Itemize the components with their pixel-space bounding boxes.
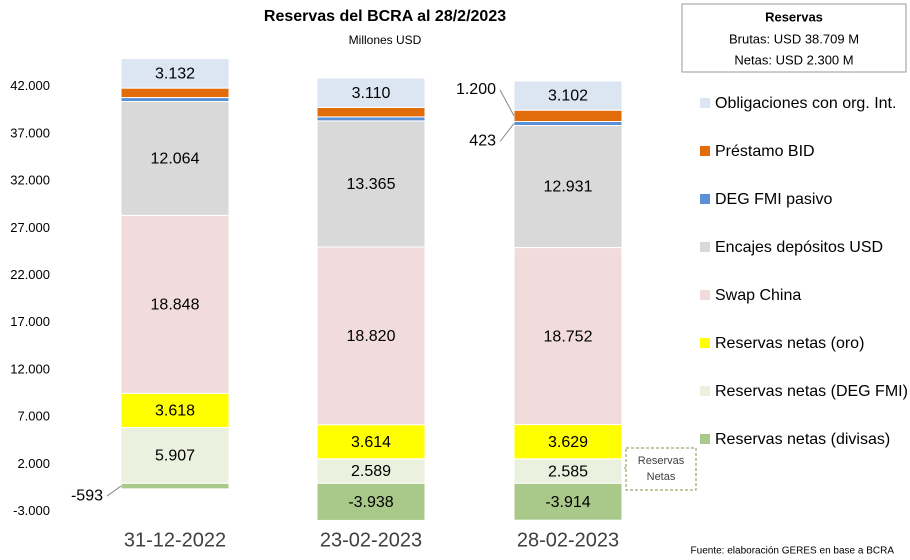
data-label: 2.589 (351, 463, 391, 480)
legend-label: Swap China (715, 287, 801, 304)
y-tick-label: 37.000 (10, 125, 50, 140)
bracket-box (625, 447, 697, 491)
bracket-label: Netas (647, 471, 676, 483)
bar-segment (316, 482, 426, 521)
bar-segment (120, 87, 230, 99)
data-label: 2.585 (548, 463, 588, 480)
x-tick-label: 23-02-2023 (320, 529, 422, 551)
legend-swatch (700, 98, 710, 108)
y-tick-label: 22.000 (10, 267, 50, 282)
chart-subtitle: Millones USD (349, 33, 422, 47)
y-tick-label: 12.000 (10, 361, 50, 376)
bar-segment (513, 109, 623, 122)
data-label: 18.820 (347, 328, 396, 345)
data-label: 5.907 (155, 448, 195, 465)
bar-segment (120, 101, 230, 216)
data-label: 18.752 (544, 328, 593, 345)
bar-segment (316, 246, 426, 426)
bar-segment (513, 80, 623, 111)
bar-segment (120, 214, 230, 394)
legend-label: Obligaciones con org. Int. (715, 95, 896, 112)
leader-line (499, 89, 515, 117)
data-label: -593 (71, 487, 103, 504)
bar-segment (316, 120, 426, 248)
data-label: 3.102 (548, 88, 588, 105)
bracket-label: Reservas (638, 455, 685, 467)
legend-swatch (700, 338, 710, 348)
data-label: 12.064 (151, 151, 200, 168)
bar-segment (513, 120, 623, 126)
legend-label: Préstamo BID (715, 143, 815, 160)
x-tick-label: 28-02-2023 (517, 529, 619, 551)
bar-segment (316, 458, 426, 484)
legend-label: Reservas netas (oro) (715, 335, 864, 352)
data-label: -3.938 (348, 494, 393, 511)
bar-segment (513, 247, 623, 426)
data-label: 13.365 (347, 176, 396, 193)
legend-swatch (700, 434, 710, 444)
bar-segment (120, 97, 230, 103)
legend-label: DEG FMI pasivo (715, 191, 832, 208)
data-label: 1.200 (456, 81, 496, 98)
info-line: Netas: USD 2.300 M (734, 52, 853, 67)
data-label: -3.914 (545, 494, 590, 511)
x-tick-label: 31-12-2022 (124, 529, 226, 551)
bar-segment (120, 392, 230, 428)
y-tick-label: 17.000 (10, 314, 50, 329)
bar-segment (120, 482, 230, 490)
legend-swatch (700, 146, 710, 156)
y-tick-label: -3.000 (13, 503, 50, 518)
chart-title: Reservas del BCRA al 28/2/2023 (264, 8, 506, 25)
bar-segment (513, 424, 623, 460)
data-label: 3.614 (351, 434, 391, 451)
bar-segment (513, 458, 623, 484)
info-title: Reservas (765, 9, 823, 24)
legend-swatch (700, 194, 710, 204)
legend-label: Reservas netas (DEG FMI) (715, 383, 908, 400)
data-label: 3.110 (352, 85, 391, 102)
data-label: 3.132 (155, 66, 195, 83)
data-label: 3.618 (155, 403, 195, 420)
bar-segment (513, 482, 623, 521)
leader-line (106, 485, 122, 497)
data-label: 3.629 (548, 434, 588, 451)
legend-label: Encajes depósitos USD (715, 239, 883, 256)
y-tick-label: 27.000 (10, 220, 50, 235)
legend-swatch (700, 386, 710, 396)
y-tick-label: 7.000 (17, 409, 50, 424)
bar-segment (316, 77, 426, 108)
legend-label: Reservas netas (divisas) (715, 431, 890, 448)
data-label: 12.931 (544, 179, 593, 196)
bar-segment (120, 58, 230, 89)
y-tick-label: 42.000 (10, 78, 50, 93)
legend-swatch (700, 242, 710, 252)
bar-segment (316, 116, 426, 122)
y-tick-label: 2.000 (17, 456, 50, 471)
legend-swatch (700, 290, 710, 300)
data-label: 18.848 (151, 297, 200, 314)
bar-segment (316, 106, 426, 118)
data-label: 423 (469, 133, 496, 150)
source-note: Fuente: elaboración GERES en base a BCRA (691, 546, 895, 557)
bar-segment (120, 426, 230, 484)
info-line: Brutas: USD 38.709 M (729, 31, 859, 46)
bar-segment (513, 124, 623, 249)
info-box (681, 3, 907, 73)
leader-line (499, 123, 515, 142)
y-tick-label: 32.000 (10, 173, 50, 188)
bar-segment (316, 424, 426, 460)
